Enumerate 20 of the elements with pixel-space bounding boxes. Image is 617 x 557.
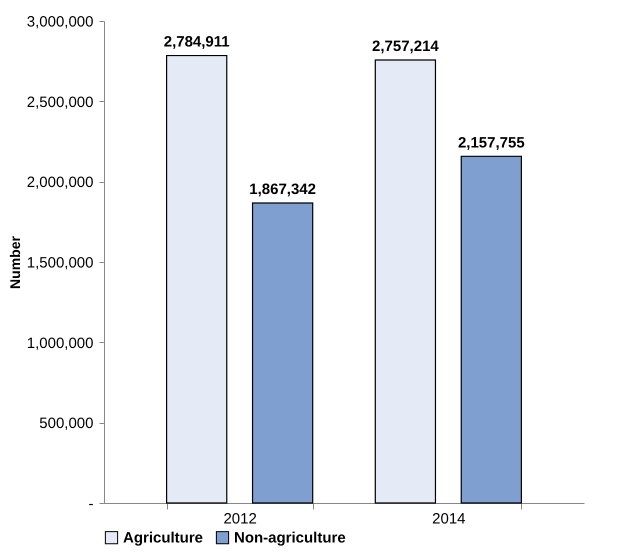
y-tick-label: 1,500,000	[26, 254, 94, 272]
data-label: 1,867,342	[249, 180, 316, 198]
y-tick-label: -	[88, 496, 94, 512]
legend-label: Non-agriculture	[234, 530, 346, 547]
y-tick-label: 2,000,000	[26, 174, 94, 192]
y-axis-title: Number	[6, 236, 23, 289]
data-label: 2,157,755	[458, 134, 525, 152]
bar	[166, 54, 228, 504]
y-tick-label: 1,000,000	[26, 334, 94, 352]
data-label: 2,757,214	[372, 38, 440, 56]
y-tick-label: 3,000,000	[26, 14, 94, 30]
bar	[374, 59, 436, 504]
x-tick-label: 2012	[223, 510, 257, 528]
legend-label: Agriculture	[123, 530, 204, 547]
data-label: 2,784,911	[164, 34, 230, 51]
y-tick-label: 500,000	[39, 415, 94, 432]
x-tick-label: 2014	[432, 510, 466, 528]
y-tick-label: 2,500,000	[26, 94, 94, 111]
bar	[460, 156, 522, 504]
bar	[252, 202, 314, 504]
